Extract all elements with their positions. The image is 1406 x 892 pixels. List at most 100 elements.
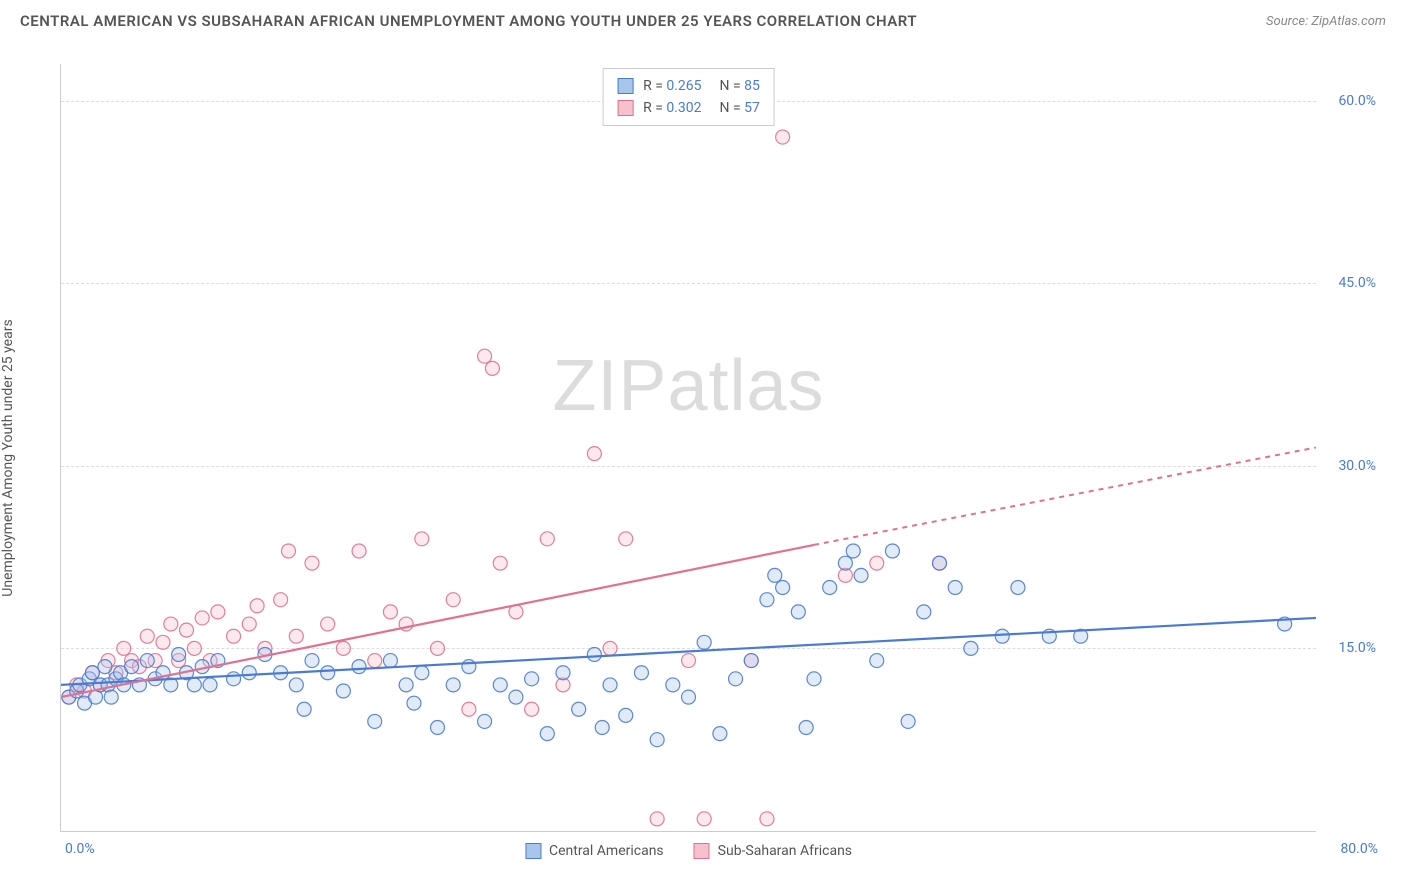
point-a	[650, 733, 664, 747]
point-b	[540, 532, 554, 546]
point-b	[603, 641, 617, 655]
point-a	[948, 581, 962, 595]
point-a	[713, 727, 727, 741]
point-a	[407, 696, 421, 710]
point-b	[619, 532, 633, 546]
point-a	[462, 660, 476, 674]
point-a	[595, 721, 609, 735]
point-a	[305, 654, 319, 668]
legend-b-label: Sub-Saharan Africans	[718, 843, 852, 859]
point-b	[493, 556, 507, 570]
plot-area: ZIPatlas 15.0%30.0%45.0%60.0% 0.0% 80.0%…	[60, 64, 1316, 832]
point-b	[525, 702, 539, 716]
point-a	[336, 684, 350, 698]
point-a	[854, 568, 868, 582]
point-a	[85, 666, 99, 680]
point-b	[195, 611, 209, 625]
legend-item-b: Sub-Saharan Africans	[694, 843, 852, 859]
point-a	[478, 714, 492, 728]
swatch-a-icon	[525, 843, 541, 859]
point-a	[587, 647, 601, 661]
point-b	[211, 605, 225, 619]
point-a	[431, 721, 445, 735]
swatch-b-icon	[694, 843, 710, 859]
point-b	[760, 812, 774, 826]
y-tick-label: 60.0%	[1338, 93, 1376, 109]
point-a	[446, 678, 460, 692]
point-a	[227, 672, 241, 686]
point-a	[933, 556, 947, 570]
point-a	[297, 702, 311, 716]
point-a	[995, 629, 1009, 643]
point-a	[172, 647, 186, 661]
point-b	[682, 654, 696, 668]
header: CENTRAL AMERICAN VS SUBSAHARAN AFRICAN U…	[0, 0, 1406, 38]
point-b	[274, 593, 288, 607]
point-b	[870, 556, 884, 570]
source-label: Source: ZipAtlas.com	[1266, 14, 1386, 29]
y-tick-label: 45.0%	[1338, 275, 1376, 291]
x-tick-right: 80.0%	[1340, 841, 1378, 857]
legend-stats: R = 0.265 N = 85 R = 0.302 N = 57	[602, 68, 775, 126]
point-a	[901, 714, 915, 728]
point-b	[650, 812, 664, 826]
point-a	[509, 690, 523, 704]
point-a	[603, 678, 617, 692]
point-b	[227, 629, 241, 643]
point-a	[964, 641, 978, 655]
point-a	[242, 666, 256, 680]
point-b	[383, 605, 397, 619]
point-a	[823, 581, 837, 595]
point-b	[446, 593, 460, 607]
point-b	[587, 447, 601, 461]
point-a	[140, 654, 154, 668]
point-b	[281, 544, 295, 558]
point-b	[478, 349, 492, 363]
point-a	[525, 672, 539, 686]
point-b	[415, 532, 429, 546]
point-a	[697, 635, 711, 649]
point-a	[368, 714, 382, 728]
point-a	[885, 544, 899, 558]
trendline-b-dash	[814, 448, 1316, 545]
point-a	[415, 666, 429, 680]
point-a	[352, 660, 366, 674]
point-a	[399, 678, 413, 692]
point-b	[321, 617, 335, 631]
point-a	[870, 654, 884, 668]
point-a	[682, 690, 696, 704]
legend-stats-row-a: R = 0.265 N = 85	[617, 75, 760, 97]
chart-container: Unemployment Among Youth under 25 years …	[20, 44, 1386, 872]
swatch-a-icon	[617, 78, 633, 94]
point-b	[431, 641, 445, 655]
point-b	[140, 629, 154, 643]
point-a	[321, 666, 335, 680]
y-tick-label: 15.0%	[1338, 640, 1376, 656]
legend-series: Central Americans Sub-Saharan Africans	[525, 843, 852, 859]
point-b	[289, 629, 303, 643]
point-b	[164, 617, 178, 631]
point-b	[156, 635, 170, 649]
point-b	[462, 702, 476, 716]
point-a	[104, 690, 118, 704]
point-a	[493, 678, 507, 692]
point-b	[305, 556, 319, 570]
point-b	[485, 361, 499, 375]
point-a	[917, 605, 931, 619]
point-b	[117, 641, 131, 655]
point-a	[289, 678, 303, 692]
point-a	[760, 593, 774, 607]
point-b	[352, 544, 366, 558]
scatter-svg	[61, 64, 1316, 831]
point-b	[187, 641, 201, 655]
point-a	[556, 666, 570, 680]
point-a	[776, 581, 790, 595]
point-b	[776, 130, 790, 144]
point-b	[368, 654, 382, 668]
point-a	[846, 544, 860, 558]
point-a	[799, 721, 813, 735]
legend-a-label: Central Americans	[549, 843, 664, 859]
point-a	[203, 678, 217, 692]
y-axis-label: Unemployment Among Youth under 25 years	[0, 319, 16, 596]
point-b	[336, 641, 350, 655]
